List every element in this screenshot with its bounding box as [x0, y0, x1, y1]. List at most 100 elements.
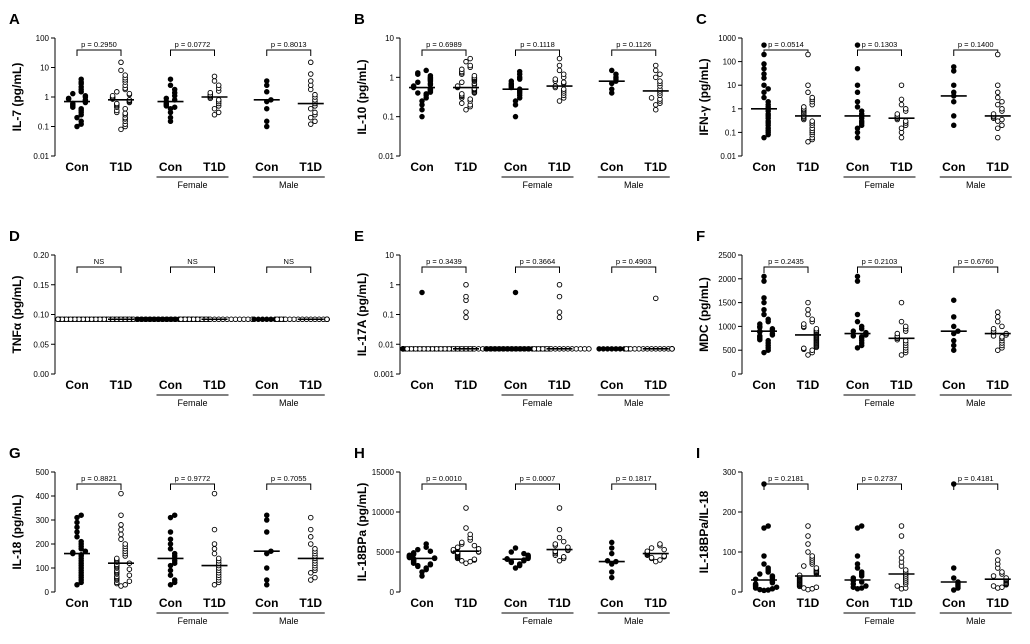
y-axis-label: IL-18BPa/IL-18	[697, 490, 711, 573]
group-label: Male	[624, 180, 644, 190]
data-point	[560, 79, 567, 85]
data-point	[586, 346, 592, 352]
data-point	[308, 541, 314, 547]
data-point	[74, 514, 80, 521]
data-point	[809, 118, 815, 124]
data-point	[171, 104, 178, 110]
data-point	[463, 106, 469, 113]
data-point	[854, 82, 861, 88]
data-point	[995, 318, 1001, 325]
data-point	[761, 561, 767, 567]
y-tick-label: 200	[36, 540, 50, 549]
data-point	[264, 582, 270, 588]
data-point	[122, 582, 128, 588]
data-point	[211, 78, 218, 84]
p-value-bracket	[857, 483, 902, 490]
y-tick-label: 0	[390, 588, 395, 597]
data-point	[134, 316, 140, 323]
x-category-label: T1D	[110, 596, 133, 610]
data-point	[471, 72, 478, 79]
data-point	[423, 541, 429, 547]
data-point	[902, 106, 909, 112]
panel-e: E 0.001 0.01 0.1 1 10 IL-17A (pg/mL) Con T1D Con T…	[354, 228, 675, 408]
group-label: Female	[864, 398, 894, 408]
group-label: Female	[522, 616, 552, 626]
data-point	[308, 526, 314, 533]
group-label: Male	[279, 616, 299, 626]
data-point	[308, 121, 314, 127]
panel-letter-a: A	[9, 11, 20, 28]
y-axis-label: IL-17A (pg/mL)	[355, 273, 369, 357]
data-point	[653, 62, 659, 69]
data-point	[805, 541, 811, 547]
data-point	[74, 123, 80, 130]
data-point	[74, 529, 80, 535]
data-point	[761, 278, 767, 284]
data-point	[459, 79, 465, 85]
data-point	[55, 316, 61, 323]
data-point	[556, 282, 563, 288]
data-point	[854, 525, 861, 531]
data-point	[805, 523, 811, 529]
x-category-label: T1D	[548, 160, 571, 174]
data-point	[324, 316, 330, 323]
x-category-label: Con	[410, 378, 433, 392]
data-point	[114, 100, 120, 107]
p-value-bracket	[953, 266, 999, 273]
data-point	[858, 569, 865, 575]
data-point	[419, 113, 425, 120]
data-point	[898, 352, 905, 358]
x-category-label: T1D	[986, 378, 1009, 392]
data-point	[995, 347, 1001, 353]
data-point	[951, 98, 957, 105]
data-point	[531, 346, 538, 352]
y-tick-label: 0.01	[378, 152, 394, 161]
y-axis-label: IL-18 (pg/mL)	[10, 494, 24, 569]
y-tick-label: 10	[40, 64, 49, 73]
data-point	[211, 112, 218, 118]
data-point	[951, 575, 957, 581]
x-category-label: Con	[504, 596, 527, 610]
data-point	[752, 581, 759, 587]
data-point	[556, 67, 563, 74]
data-point	[765, 86, 771, 92]
data-point	[415, 90, 421, 96]
data-point	[765, 316, 771, 323]
data-point	[508, 78, 515, 84]
y-tick-label: 0.1	[38, 123, 50, 132]
data-point	[653, 74, 659, 81]
data-point	[312, 109, 318, 116]
y-tick-label: 0	[732, 588, 737, 597]
y-axis-label: IL-7 (pg/mL)	[10, 63, 24, 132]
data-point	[951, 89, 957, 96]
p-value-label: p = 0.1118	[520, 40, 555, 49]
x-category-label: Con	[942, 378, 965, 392]
p-value-bracket	[421, 49, 467, 56]
data-point	[951, 481, 957, 487]
data-point	[126, 90, 133, 97]
data-point	[167, 536, 174, 542]
data-point	[999, 106, 1005, 112]
x-category-label: Con	[159, 378, 182, 392]
x-category-label: T1D	[986, 596, 1009, 610]
data-point	[264, 512, 270, 518]
x-category-label: Con	[65, 596, 88, 610]
data-point	[171, 550, 178, 557]
x-category-label: T1D	[548, 596, 571, 610]
data-point	[264, 118, 270, 125]
data-point	[805, 533, 811, 539]
panel-b: B 0.01 0.1 1 10 IL-10 (pg/mL) Con T1D Con T1D Con T…	[354, 11, 670, 190]
data-point	[427, 548, 434, 554]
data-point	[122, 72, 128, 78]
data-point	[898, 555, 905, 561]
data-point	[657, 557, 663, 563]
data-point	[999, 122, 1005, 129]
y-tick-label: 100	[723, 548, 737, 557]
y-tick-label: 1	[45, 93, 50, 102]
p-value-bracket	[170, 49, 215, 56]
data-point	[556, 309, 563, 315]
data-point	[951, 314, 957, 320]
data-point	[609, 86, 615, 92]
data-point	[211, 73, 218, 80]
p-value-bracket	[515, 49, 560, 56]
